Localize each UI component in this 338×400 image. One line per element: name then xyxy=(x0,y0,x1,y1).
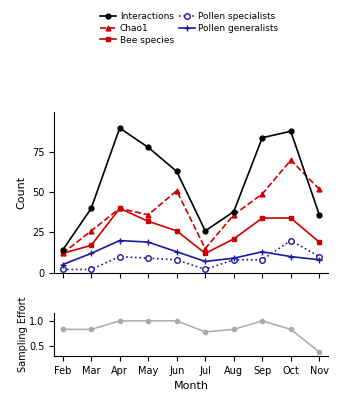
Y-axis label: Sampling Effort: Sampling Effort xyxy=(18,297,28,372)
Legend: Interactions, Chao1, Bee species, Pollen specialists, Pollen generalists: Interactions, Chao1, Bee species, Pollen… xyxy=(96,8,282,48)
X-axis label: Month: Month xyxy=(173,381,209,391)
Y-axis label: Count: Count xyxy=(16,176,26,209)
